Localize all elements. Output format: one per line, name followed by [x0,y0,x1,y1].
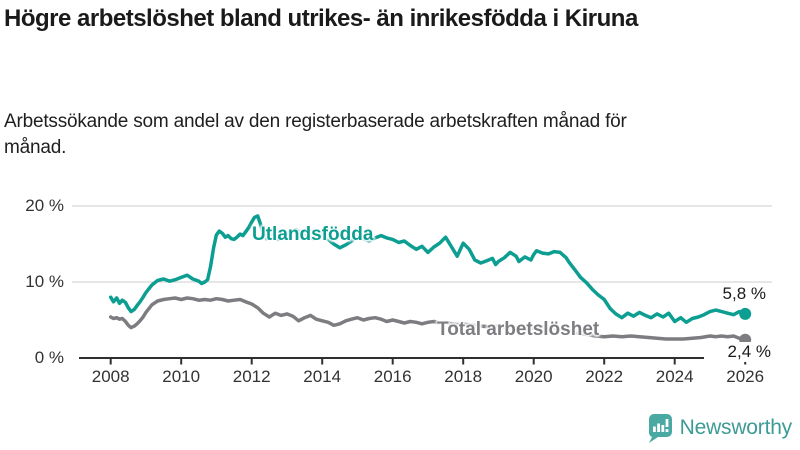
y-axis-label-20: 20 % [25,196,64,215]
x-axis-tick-label: 2012 [232,367,271,386]
x-axis-tick-label: 2010 [162,367,201,386]
newsworthy-logo: Newsworthy [647,413,792,443]
series-line-1 [108,296,747,342]
page-subtitle: Arbetssökande som andel av den registerb… [4,111,627,159]
y-axis-label-0: 0 % [34,348,64,367]
end-value-label-utlandsfodda: 5,8 % [722,284,766,303]
x-axis-tick-label: 2026 [726,367,765,386]
x-axis-tick-label: 2020 [514,367,553,386]
x-axis-tick-label: 2024 [655,367,694,386]
x-axis-tick-label: 2016 [373,367,412,386]
x-axis-tick-label: 2014 [303,367,342,386]
x-axis [79,357,771,365]
gridlines [72,205,772,283]
x-axis-tick-label: 2022 [585,367,624,386]
end-value-label-total: 2,4 % [704,342,774,362]
newsworthy-speech-bubble-chart-icon [648,414,672,443]
series-line-0 [108,214,747,325]
series-end-dot-0 [739,307,752,320]
series-label-utlandsfodda: Utlandsfödda [252,224,374,245]
y-axis-label-10: 10 % [25,272,64,291]
brand-name: Newsworthy [679,416,793,439]
series-lines [108,214,752,346]
x-axis-tick-label: 2018 [444,367,483,386]
page-title: Högre arbetslöshet bland utrikes- än inr… [4,5,638,32]
x-axis-tick-label: 2008 [91,367,130,386]
series-label-total-arbetsloshet: Total arbetslöshet [437,319,600,340]
